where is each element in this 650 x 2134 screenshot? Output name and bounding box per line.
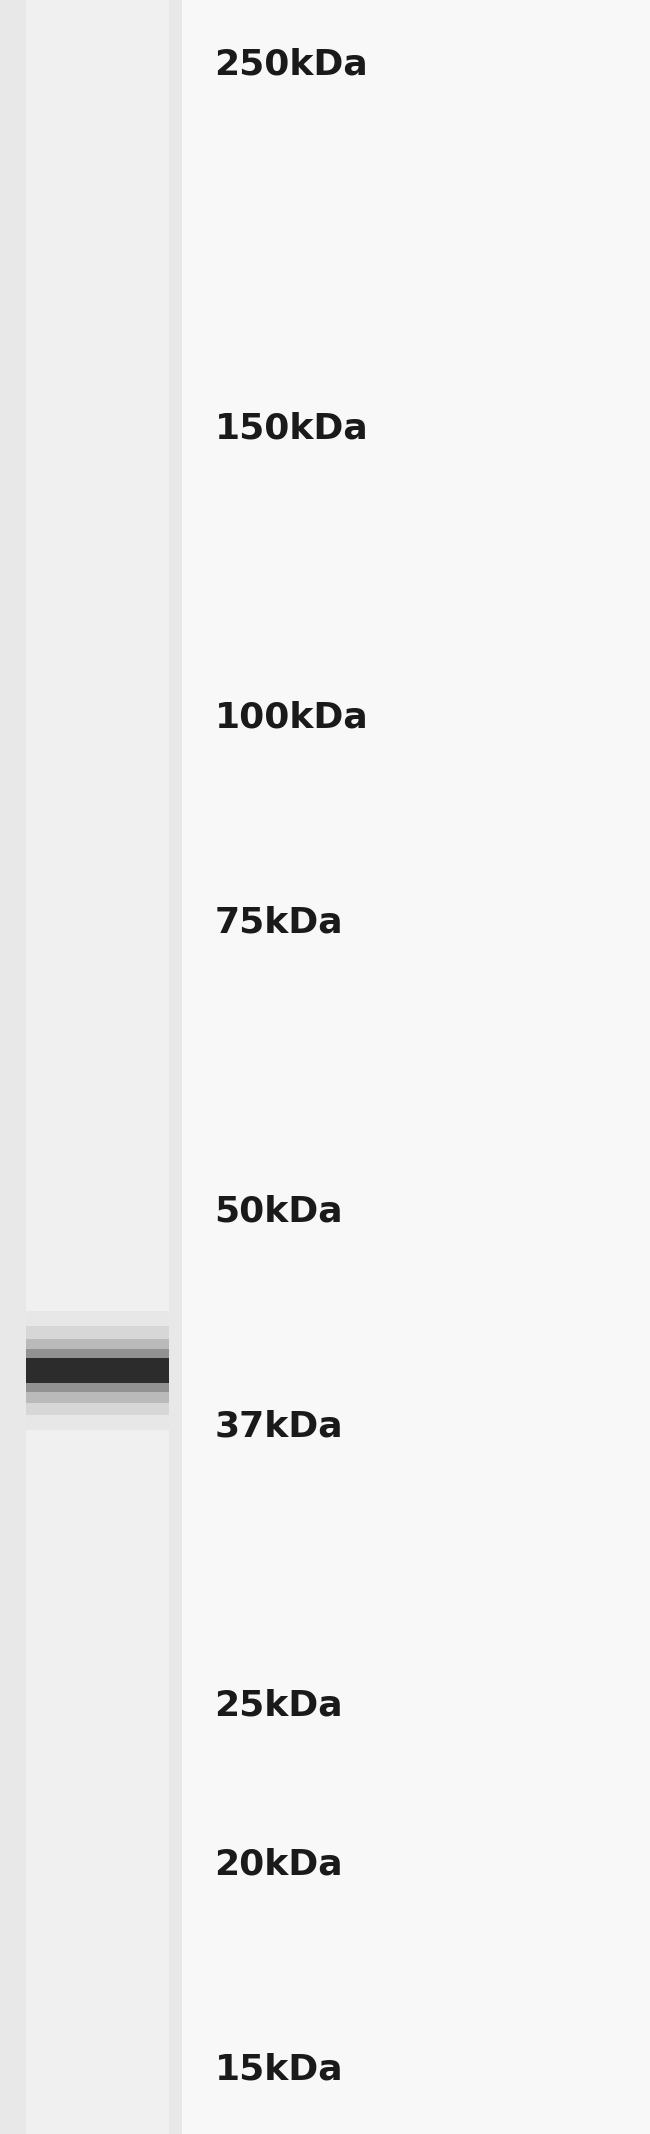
Text: 150kDa: 150kDa [214,412,369,446]
Text: 20kDa: 20kDa [214,1848,343,1882]
Bar [26,0,169,2134]
Text: 250kDa: 250kDa [214,47,369,81]
Text: 75kDa: 75kDa [214,905,343,939]
Text: 15kDa: 15kDa [214,2053,343,2087]
Bar [26,1349,169,1391]
Text: 25kDa: 25kDa [214,1688,343,1722]
Text: 100kDa: 100kDa [214,700,369,734]
Bar [26,1325,169,1415]
Bar [26,1338,169,1402]
Bar [182,0,650,2134]
Bar [26,1357,169,1383]
Text: 50kDa: 50kDa [214,1195,343,1229]
Bar [26,1310,169,1430]
Text: 37kDa: 37kDa [214,1408,343,1443]
Bar [0,0,182,2134]
